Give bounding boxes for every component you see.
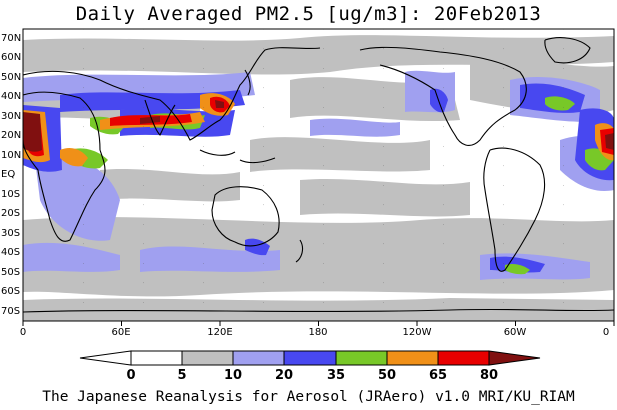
colorbar-label: 65 <box>428 368 448 383</box>
lat-label: 60N <box>1 52 22 63</box>
lat-label: 10S <box>1 189 21 200</box>
lat-label: 60S <box>1 286 21 297</box>
colorbar-arrow-left <box>79 350 132 366</box>
lat-label: 50N <box>1 72 22 83</box>
colorbar-segment-0-5 <box>130 350 183 366</box>
lon-label: 120E <box>207 327 233 338</box>
colorbar-label: 5 <box>177 368 187 383</box>
lat-label: 30S <box>1 228 21 239</box>
lat-label: EQ <box>1 169 16 180</box>
colorbar-label: 20 <box>274 368 294 383</box>
colorbar-segment-5-10 <box>181 350 234 366</box>
map-area <box>23 29 614 321</box>
colorbar-segment-10-20 <box>232 350 285 366</box>
lon-label: 0 <box>19 327 27 338</box>
axis-ticks <box>22 321 615 326</box>
lat-label: 40S <box>1 247 21 258</box>
colorbar-segment-50-65 <box>386 350 439 366</box>
lat-label: 10N <box>1 150 22 161</box>
colorbar-label: 50 <box>377 368 397 383</box>
lat-label: 70N <box>1 33 22 44</box>
colorbar-label: 80 <box>479 368 499 383</box>
lat-label: 70S <box>1 306 21 317</box>
colorbar-arrow-right <box>488 350 541 366</box>
colorbar-segment-65-80 <box>437 350 490 366</box>
lon-label: 60W <box>503 327 527 338</box>
lon-label: 180 <box>308 327 328 338</box>
colorbar-label: 0 <box>126 368 136 383</box>
lat-label: 50S <box>1 267 21 278</box>
lat-label: 30N <box>1 111 22 122</box>
coastlines <box>23 37 614 313</box>
colorbar-label: 35 <box>326 368 346 383</box>
colorbar-segment-20-35 <box>283 350 337 366</box>
lon-label: 120W <box>402 327 432 338</box>
colorbar <box>79 350 541 366</box>
footer-credit: The Japanese Reanalysis for Aerosol (JRA… <box>42 389 575 405</box>
lat-label: 20S <box>1 208 21 219</box>
lat-label: 20N <box>1 130 22 141</box>
lon-label: 60E <box>111 327 131 338</box>
lat-label: 40N <box>1 91 22 102</box>
colorbar-label: 10 <box>223 368 243 383</box>
colorbar-segment-35-50 <box>335 350 388 366</box>
lon-label: 0 <box>602 327 610 338</box>
map-title: Daily Averaged PM2.5 [ug/m3]: 20Feb2013 <box>75 3 542 25</box>
